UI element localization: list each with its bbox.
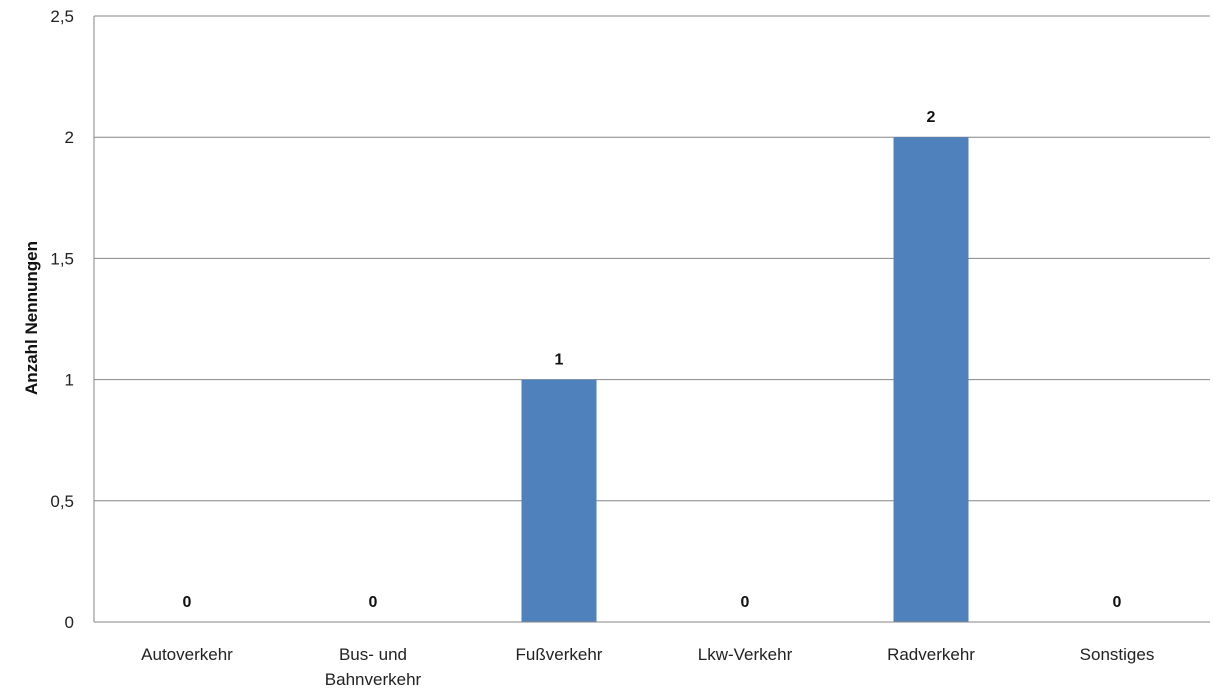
data-label: 2 [927,109,936,126]
x-category-label: Radverkehr [887,645,975,664]
axes [93,16,1210,623]
y-tick-label: 1 [65,371,74,390]
data-label: 1 [555,352,564,369]
data-labels: 0 0 1 0 2 0 [183,109,1122,611]
x-category-label: Bus- und Bahnverkehr [325,645,422,689]
y-tick-label: 0 [65,613,74,632]
x-category-labels: Autoverkehr Bus- und Bahnverkehr Fußverkehr… [141,645,1154,689]
x-category-label: Autoverkehr [141,645,233,664]
y-tick-labels: 0 0,5 1 1,5 2 2,5 [50,7,74,632]
data-label: 0 [741,594,750,611]
data-label: 0 [1113,594,1122,611]
bars [521,137,969,622]
data-label: 0 [369,594,378,611]
gridlines [94,15,1210,502]
y-axis-title: Anzahl Nennungen [22,241,41,395]
y-tick-label: 1,5 [50,249,74,268]
x-category-label: Lkw-Verkehr [698,645,793,664]
bar [893,137,969,622]
y-tick-label: 2 [65,128,74,147]
x-category-label: Fußverkehr [516,645,603,664]
y-tick-label: 2,5 [50,7,74,26]
x-category-label: Sonstiges [1080,645,1155,664]
data-label: 0 [183,594,192,611]
bar [521,379,597,622]
y-tick-label: 0,5 [50,492,74,511]
